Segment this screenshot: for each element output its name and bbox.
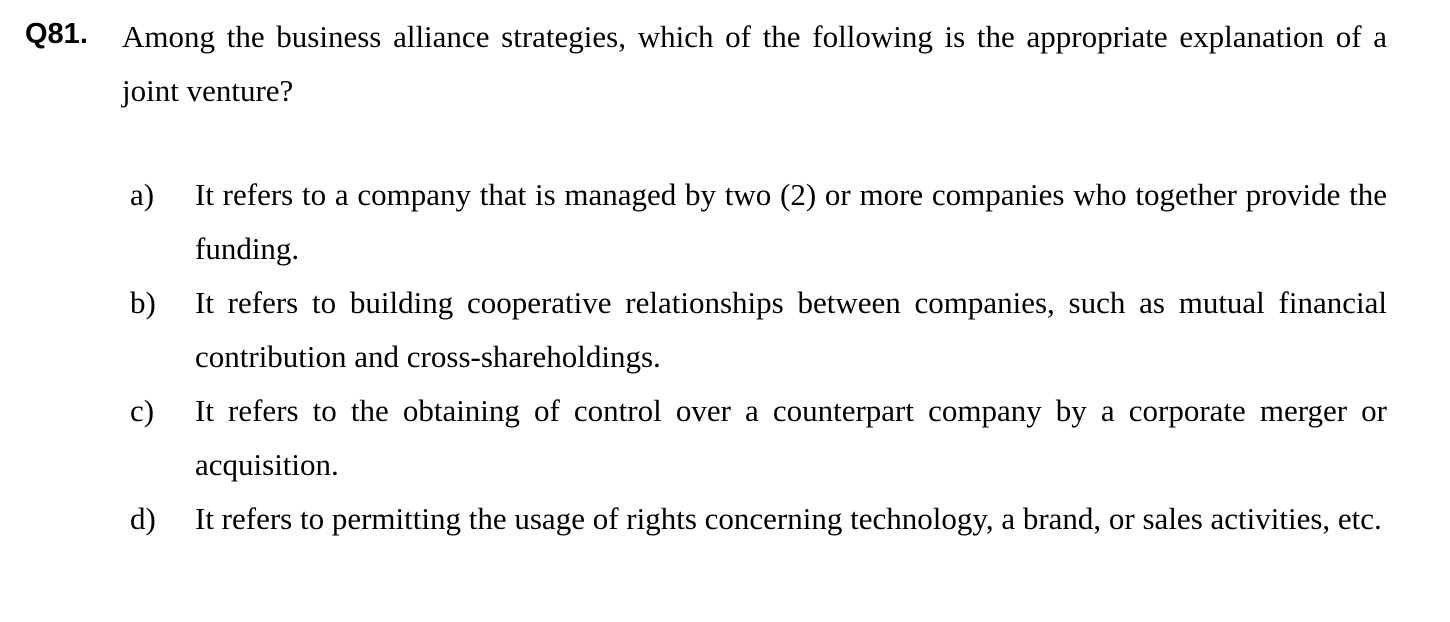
option-b[interactable]: b) It refers to building cooperative rel… <box>130 276 1387 384</box>
option-letter: a) <box>130 177 155 212</box>
question-text: Among the business alliance strategies, … <box>122 19 1387 108</box>
option-a[interactable]: a) It refers to a company that is manage… <box>130 168 1387 276</box>
option-letter: d) <box>130 501 156 536</box>
option-letter: c) <box>130 393 155 428</box>
answer-options: a) It refers to a company that is manage… <box>130 168 1387 546</box>
question-number: Q81. <box>25 18 88 50</box>
option-text: It refers to a company that is managed b… <box>195 177 1387 266</box>
option-text: It refers to building cooperative relati… <box>195 285 1387 374</box>
option-d[interactable]: d) It refers to permitting the usage of … <box>130 492 1387 546</box>
question-block: Q81. Among the business alliance strateg… <box>25 10 1387 118</box>
option-letter: b) <box>130 285 156 320</box>
option-text: It refers to permitting the usage of rig… <box>195 501 1382 536</box>
option-c[interactable]: c) It refers to the obtaining of control… <box>130 384 1387 492</box>
option-text: It refers to the obtaining of control ov… <box>195 393 1387 482</box>
